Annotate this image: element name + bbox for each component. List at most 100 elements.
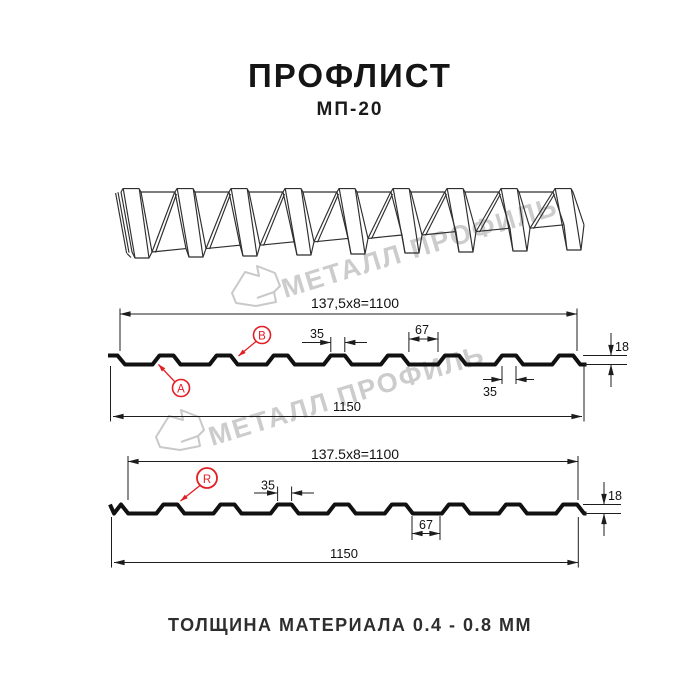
callout-r-circle: [196, 467, 218, 489]
sheet-3d-line: [444, 188, 466, 193]
sheet-3d-line: [138, 188, 150, 259]
sheet-3d-line: [120, 188, 142, 193]
page-title: ПРОФЛИСТ: [248, 57, 452, 94]
sheet-3d-line: [131, 251, 153, 259]
sheet-3d-line: [421, 231, 457, 236]
sheet-3d-line: [140, 191, 153, 253]
sheet-3d-line: [518, 191, 531, 229]
sheet-3d-line: [194, 191, 207, 249]
sheet-3d-line: [151, 248, 187, 253]
sheet-3d-line: [552, 188, 574, 193]
sheet-3d-line: [478, 193, 502, 233]
sheet-3d-line: [356, 191, 369, 239]
sheet-3d-line: [424, 193, 448, 236]
p1-valley-dim-label: 67: [415, 323, 429, 337]
p1-rib-bottom-dim-label: 35: [483, 385, 497, 399]
sheet-3d-line: [464, 191, 477, 232]
page-subtitle: МП-20: [316, 99, 384, 120]
sheet-3d-line: [529, 192, 553, 229]
p1-cross-section: [108, 353, 587, 367]
p2-height-dim-label: 18: [608, 489, 622, 503]
sheet-3d-line: [122, 188, 136, 259]
sheet-3d-line: [572, 191, 585, 225]
sheet-3d-line: [228, 188, 250, 193]
callout-b-label: B: [258, 331, 266, 343]
sheet-3d-line: [390, 188, 412, 193]
sheet-3d-line: [354, 188, 366, 255]
sheet-3d-line: [284, 188, 298, 256]
sheet-3d-line: [500, 188, 514, 252]
sheet-3d-line: [509, 228, 531, 252]
sheet-3d-line: [475, 227, 511, 233]
sheet-3d-line: [282, 188, 304, 193]
sheet-3d-line: [174, 188, 196, 193]
p2-cross-section: [108, 502, 587, 516]
callout-b-circle: [252, 325, 272, 345]
sheet-3d-line: [192, 188, 204, 258]
p1-pitch-dim-label: 137,5x8=1100: [311, 295, 399, 311]
sheet-3d-line: [205, 192, 230, 249]
sheet-3d-line: [563, 224, 585, 251]
sheet-3d-line: [336, 191, 349, 239]
sheet-3d-line: [228, 191, 241, 246]
sheet-3d-line: [176, 188, 190, 258]
sheet-3d-line: [313, 237, 349, 243]
sheet-3d-line: [117, 192, 130, 253]
sheet-3d-line: [446, 188, 460, 253]
p2-total-dim-label: 1150: [330, 546, 358, 561]
sheet-3d-line: [392, 188, 406, 254]
sheet-3d-line: [282, 191, 295, 242]
sheet-3d-line: [554, 188, 568, 251]
sheet-3d-line: [151, 192, 176, 253]
sheet-3d-line: [462, 188, 474, 253]
sheet-3d-line: [246, 188, 258, 257]
sheet-3d-line: [154, 193, 178, 253]
sheet-3d-line: [302, 191, 315, 242]
sheet-3d-line: [498, 188, 520, 193]
sheet-3d-line: [185, 248, 207, 258]
sheet-3d-line: [259, 241, 295, 246]
sheet-3d-line: [570, 188, 582, 251]
callout-r-leader: [180, 484, 201, 502]
sheet-3d-line: [248, 191, 261, 246]
callout-a-label: A: [177, 384, 185, 396]
sheet-3d-line: [529, 224, 565, 229]
sheet-3d-line: [126, 253, 132, 258]
sheet-3d-line: [370, 193, 394, 240]
sheet-3d-line: [336, 188, 358, 193]
profile-section-2: 137.5x8=1100 R 35 18 67: [108, 446, 622, 568]
sheet-3d-line: [174, 191, 187, 249]
sheet-3d-line: [316, 193, 340, 243]
sheet-3d-line: [259, 192, 284, 246]
sheet-3d-line: [300, 188, 312, 256]
footer-note: ТОЛЩИНА МАТЕРИАЛА 0.4 - 0.8 ММ: [168, 615, 532, 635]
watermark-logo-1: [231, 265, 281, 307]
sheet-3d-line: [230, 188, 244, 257]
sheet-3d-line: [410, 191, 423, 236]
p1-total-dim-label: 1150: [333, 399, 361, 414]
sheet-3d-line: [367, 192, 392, 239]
sheet-3d-line: [367, 234, 403, 239]
sheet-3d-line: [262, 193, 286, 246]
sheet-3d-line: [115, 192, 128, 254]
profile-section-1: 137,5x8=1100 35 67 18: [108, 295, 629, 422]
sheet-3d-line: [338, 188, 352, 255]
sheet-3d-line: [208, 193, 232, 250]
callout-r-label: R: [203, 474, 211, 486]
sheet-3d-line: [533, 193, 555, 229]
p2-valley-dim-label: 67: [419, 518, 433, 532]
callout-a-circle: [171, 378, 191, 398]
sheet-3d-view: [115, 188, 585, 259]
sheet-3d-line: [516, 188, 528, 252]
callout-a-leader: [158, 364, 176, 383]
p1-rib-top-dim-label: 35: [310, 327, 324, 341]
sheet-3d-line: [498, 191, 511, 229]
p2-rib-top-dim-label: 35: [261, 479, 275, 493]
sheet-3d-line: [205, 244, 241, 250]
sheet-3d-line: [421, 192, 446, 236]
sheet-3d-line: [313, 192, 338, 243]
sheet-3d-line: [120, 191, 133, 253]
p1-height-dim-label: 18: [615, 340, 629, 354]
